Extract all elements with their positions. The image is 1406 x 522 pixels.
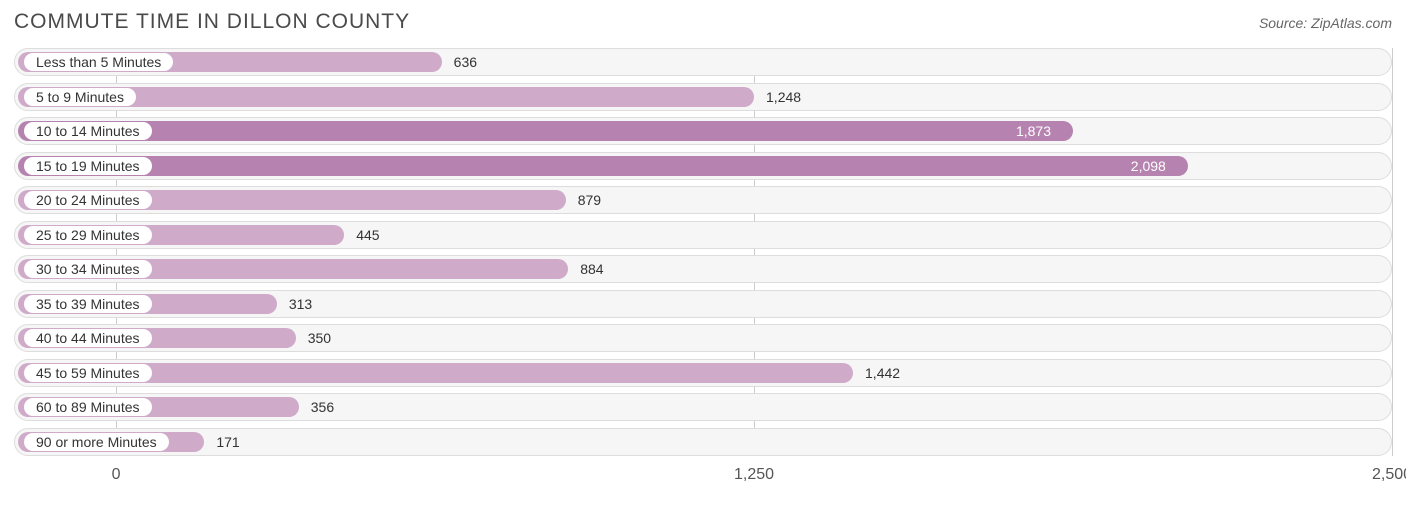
bar-category-label: Less than 5 Minutes bbox=[24, 53, 173, 71]
bar-value-label: 171 bbox=[216, 434, 239, 450]
bar-category-label: 60 to 89 Minutes bbox=[24, 398, 152, 416]
bar-value-label: 636 bbox=[454, 54, 477, 70]
source-prefix: Source: bbox=[1259, 15, 1311, 31]
bar-value-label: 884 bbox=[580, 261, 603, 277]
bar-track: 40 to 44 Minutes 350 bbox=[14, 324, 1392, 352]
bar-value-label: 445 bbox=[356, 227, 379, 243]
bar-track: 20 to 24 Minutes 879 bbox=[14, 186, 1392, 214]
chart-header: COMMUTE TIME IN DILLON COUNTY Source: Zi… bbox=[14, 10, 1392, 34]
chart-x-axis: 01,2502,500 bbox=[14, 462, 1392, 492]
bar-value-label: 1,442 bbox=[865, 365, 900, 381]
bar-category-label: 25 to 29 Minutes bbox=[24, 226, 152, 244]
bar-category-label: 20 to 24 Minutes bbox=[24, 191, 152, 209]
bar-fill bbox=[18, 121, 1073, 141]
bar-value-label: 879 bbox=[578, 192, 601, 208]
bar-category-label: 45 to 59 Minutes bbox=[24, 364, 152, 382]
bar-category-label: 35 to 39 Minutes bbox=[24, 295, 152, 313]
bar-track: 90 or more Minutes 171 bbox=[14, 428, 1392, 456]
bar-value-label: 313 bbox=[289, 296, 312, 312]
bar-category-label: 90 or more Minutes bbox=[24, 433, 169, 451]
bar-track: 15 to 19 Minutes 2,098 bbox=[14, 152, 1392, 180]
bar-category-label: 5 to 9 Minutes bbox=[24, 88, 136, 106]
chart-container: COMMUTE TIME IN DILLON COUNTY Source: Zi… bbox=[0, 0, 1406, 522]
bar-value-label: 1,873 bbox=[1016, 123, 1051, 139]
bar-track: 5 to 9 Minutes 1,248 bbox=[14, 83, 1392, 111]
bar-value-label: 350 bbox=[308, 330, 331, 346]
bar-value-label: 1,248 bbox=[766, 89, 801, 105]
x-axis-tick-label: 0 bbox=[112, 466, 121, 484]
x-axis-tick-label: 1,250 bbox=[734, 466, 774, 484]
bar-track: 10 to 14 Minutes 1,873 bbox=[14, 117, 1392, 145]
bar-category-label: 30 to 34 Minutes bbox=[24, 260, 152, 278]
bar-track: 45 to 59 Minutes 1,442 bbox=[14, 359, 1392, 387]
chart-plot-area: Less than 5 Minutes 636 5 to 9 Minutes 1,24… bbox=[14, 48, 1392, 492]
chart-title: COMMUTE TIME IN DILLON COUNTY bbox=[14, 10, 410, 34]
bar-value-label: 2,098 bbox=[1131, 158, 1166, 174]
chart-bars: Less than 5 Minutes 636 5 to 9 Minutes 1,24… bbox=[14, 48, 1392, 456]
bar-track: 60 to 89 Minutes 356 bbox=[14, 393, 1392, 421]
bar-track: Less than 5 Minutes 636 bbox=[14, 48, 1392, 76]
chart-source: Source: ZipAtlas.com bbox=[1259, 15, 1392, 31]
bar-category-label: 15 to 19 Minutes bbox=[24, 157, 152, 175]
bar-category-label: 40 to 44 Minutes bbox=[24, 329, 152, 347]
bar-track: 25 to 29 Minutes 445 bbox=[14, 221, 1392, 249]
bar-category-label: 10 to 14 Minutes bbox=[24, 122, 152, 140]
bar-value-label: 356 bbox=[311, 399, 334, 415]
bar-track: 35 to 39 Minutes 313 bbox=[14, 290, 1392, 318]
bar-track: 30 to 34 Minutes 884 bbox=[14, 255, 1392, 283]
x-axis-tick-label: 2,500 bbox=[1372, 466, 1406, 484]
grid-line bbox=[1392, 48, 1393, 456]
bar-fill bbox=[18, 156, 1188, 176]
source-name: ZipAtlas.com bbox=[1311, 15, 1392, 31]
